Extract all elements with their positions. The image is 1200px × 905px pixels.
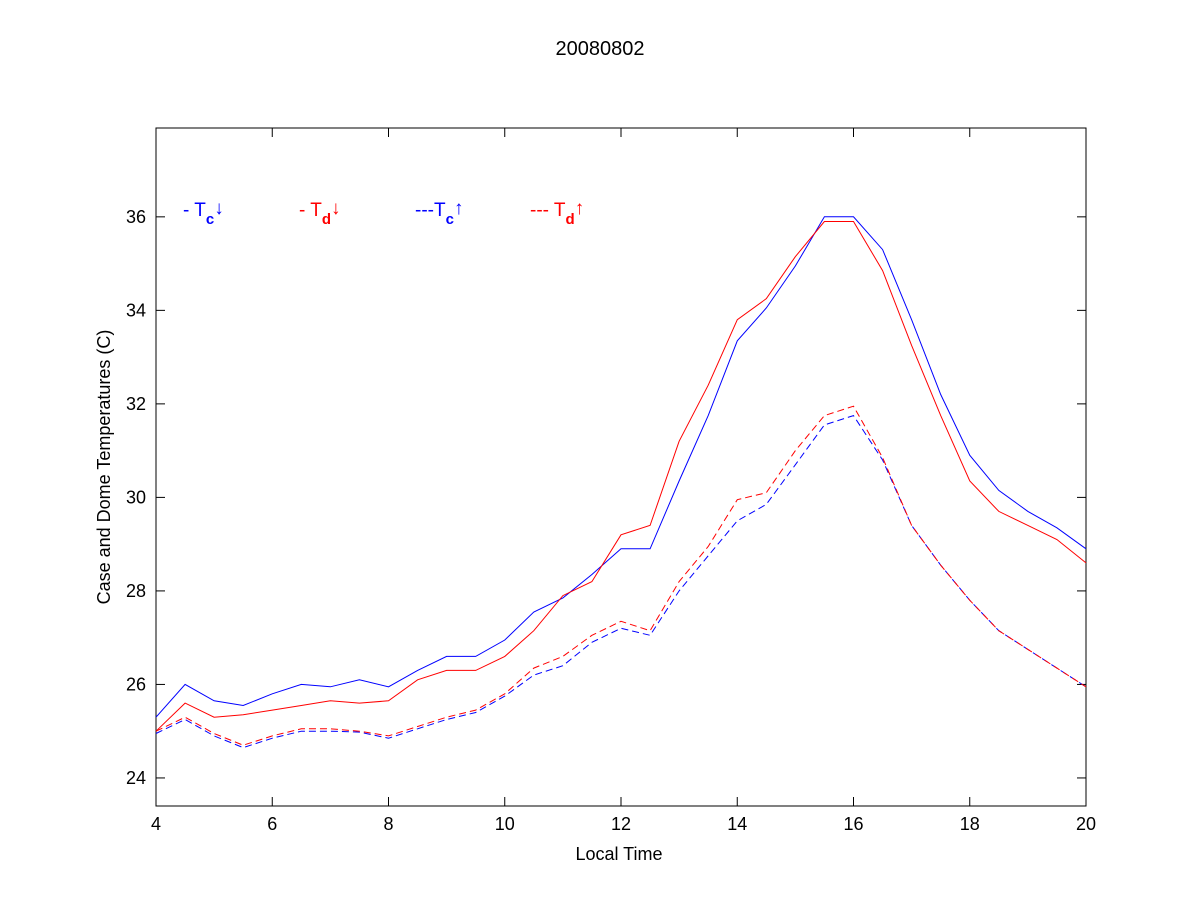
- x-tick-label: 10: [495, 814, 515, 834]
- x-tick-label: 14: [727, 814, 747, 834]
- x-axis-label: Local Time: [575, 844, 662, 864]
- x-tick-label: 16: [843, 814, 863, 834]
- y-tick-label: 30: [126, 487, 146, 507]
- y-tick-label: 26: [126, 674, 146, 694]
- series-line-tc-down: [155, 216, 1087, 718]
- series-line-td-up: [155, 405, 1087, 746]
- legend-entry: --- Td↑: [530, 198, 584, 228]
- y-tick-label: 24: [126, 768, 146, 788]
- series-line-tc-up: [155, 415, 1087, 749]
- y-tick-label: 32: [126, 394, 146, 414]
- legend-entry: - Tc↓: [183, 198, 224, 228]
- plot-area: [155, 127, 1087, 807]
- x-tick-label: 12: [611, 814, 631, 834]
- legend-entry: ---Tc↑: [415, 198, 463, 228]
- y-tick-label: 36: [126, 207, 146, 227]
- x-tick-label: 6: [267, 814, 277, 834]
- y-tick-label: 28: [126, 581, 146, 601]
- x-tick-label: 8: [383, 814, 393, 834]
- y-axis-label: Case and Dome Temperatures (C): [94, 330, 114, 605]
- x-tick-label: 18: [960, 814, 980, 834]
- x-tick-label: 20: [1076, 814, 1096, 834]
- chart-title: 20080802: [556, 38, 645, 60]
- legend-entry: - Td↓: [299, 198, 341, 228]
- y-tick-label: 34: [126, 300, 146, 320]
- series-line-td-down: [155, 221, 1087, 732]
- x-tick-label: 4: [151, 814, 161, 834]
